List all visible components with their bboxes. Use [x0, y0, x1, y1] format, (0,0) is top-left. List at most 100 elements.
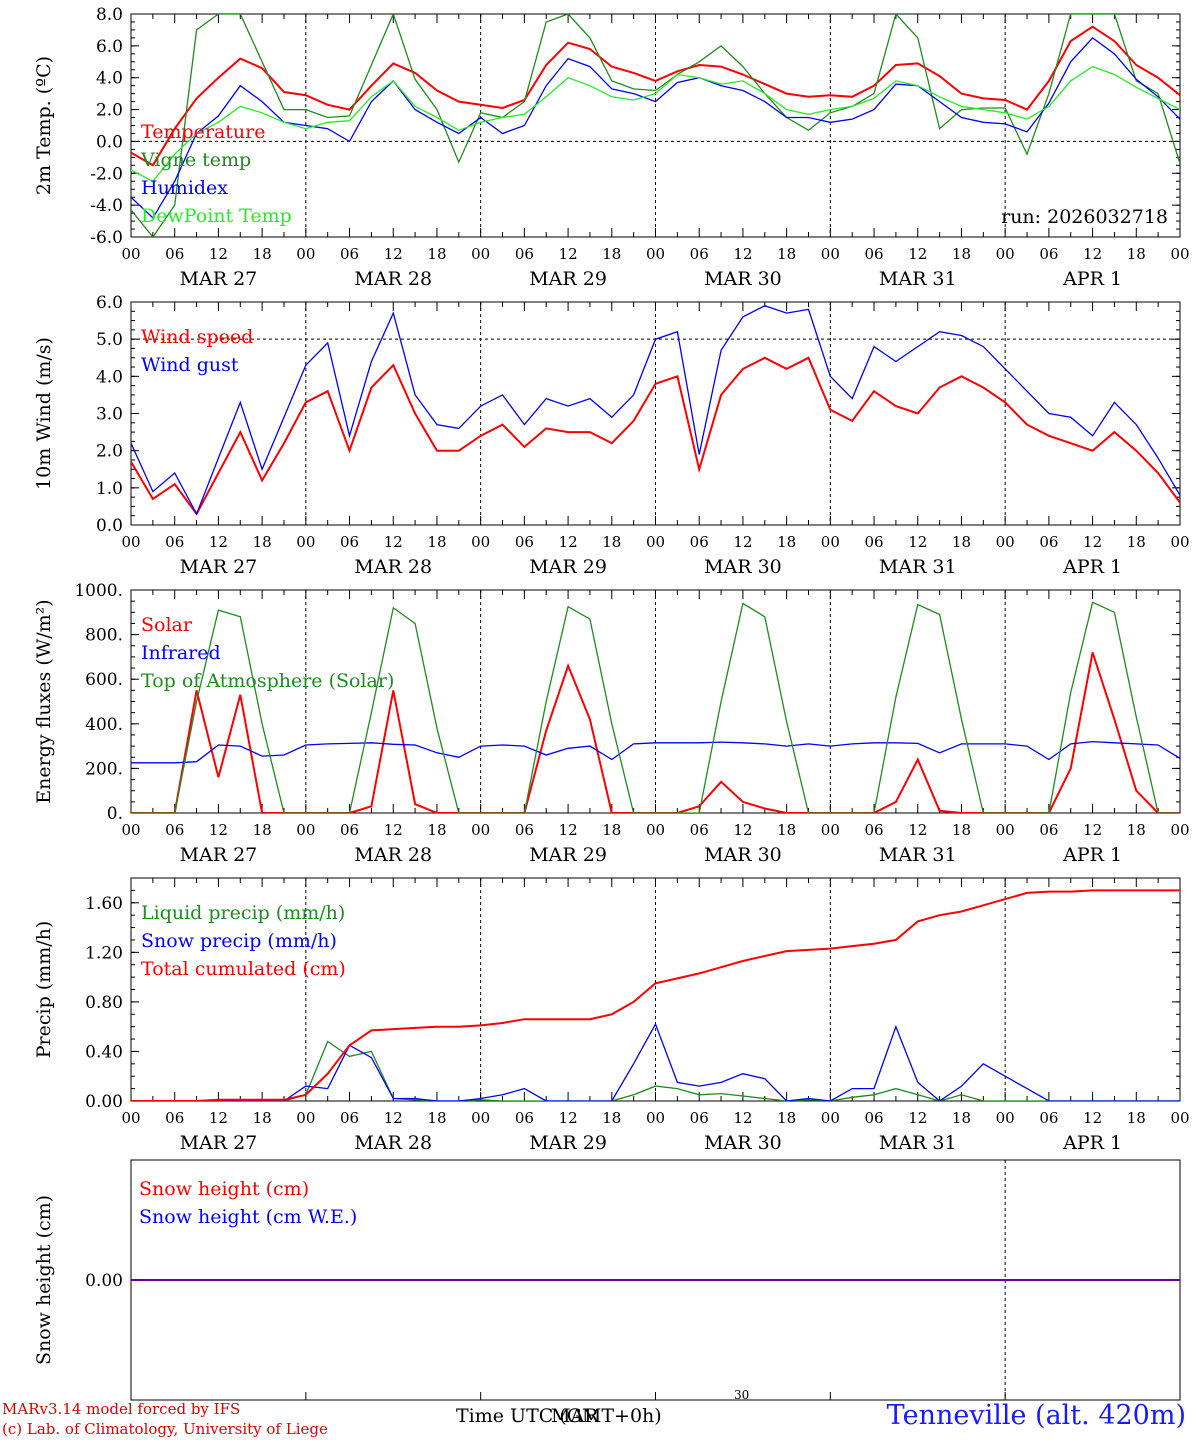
- x-tick-label: 00: [821, 245, 840, 263]
- y-axis-title: 10m Wind (m/s): [33, 337, 55, 490]
- series-line-1: [131, 25, 1180, 167]
- x-tick-label: 00: [471, 245, 490, 263]
- x-tick-label: 00: [1170, 821, 1189, 839]
- day-label: APR 1: [1062, 556, 1122, 578]
- series-line-4: [131, 65, 1180, 183]
- station-title: Tenneville (alt. 420m): [886, 1400, 1186, 1431]
- y-tick-label: 1.0: [96, 479, 123, 499]
- x-tick-label: 12: [209, 245, 228, 263]
- legend-entry: Infrared: [141, 642, 221, 664]
- x-tick-label: 18: [602, 1109, 621, 1127]
- x-tick-label: 18: [1127, 1109, 1146, 1127]
- day-label: MAR 31: [879, 1132, 957, 1154]
- x-tick-label: 06: [864, 1109, 883, 1127]
- y-tick-label: 400.: [85, 715, 123, 735]
- day-label: MAR 30: [704, 268, 782, 290]
- legend-entry: Snow precip (mm/h): [141, 930, 337, 952]
- x-tick-label: 00: [296, 1109, 315, 1127]
- x-tick-label: 18: [952, 533, 971, 551]
- chart-panel-4: 00 06 12 18 00 06 12 18 00 06 12 18 00 06 12 18 00 06 12 18…: [33, 877, 1190, 1154]
- y-tick-label: 0.0: [96, 516, 123, 536]
- x-tick-label: 12: [733, 245, 752, 263]
- x-tick-label: 00: [821, 821, 840, 839]
- x-tick-label: 12: [559, 533, 578, 551]
- day-label: MAR 29: [529, 556, 607, 578]
- y-tick-label: 800.: [85, 626, 123, 646]
- y-tick-label: 0.0: [96, 132, 123, 152]
- y-tick-label: 3.0: [96, 405, 123, 425]
- y-tick-label: 1.60: [85, 894, 123, 914]
- small-label: 30: [734, 1388, 750, 1402]
- plot-frame: [130, 13, 1181, 238]
- x-tick-label: 06: [864, 245, 883, 263]
- x-tick-label: 00: [996, 821, 1015, 839]
- day-label: MAR 27: [180, 844, 258, 866]
- x-tick-label: 18: [427, 1109, 446, 1127]
- day-label: MAR 28: [354, 556, 432, 578]
- series-line-2: [131, 1022, 1180, 1101]
- x-tick-label: 06: [165, 1109, 184, 1127]
- y-tick-label: 0.00: [85, 1271, 123, 1291]
- y-axis-title: Energy fluxes (W/m²): [33, 599, 55, 803]
- lab-credit: (c) Lab. of Climatology, University of L…: [2, 1420, 328, 1438]
- y-tick-label: 4.0: [96, 69, 123, 89]
- x-tick-label: 18: [1127, 821, 1146, 839]
- x-tick-label: 12: [209, 1109, 228, 1127]
- day-label: MAR 29: [529, 844, 607, 866]
- x-tick-label: 12: [1083, 245, 1102, 263]
- x-tick-label: 12: [908, 533, 927, 551]
- x-tick-label: 06: [690, 245, 709, 263]
- chart-panel-2: 00 06 12 18 00 06 12 18 00 06 12 18 00 06 12 18 00 06 12 18…: [33, 293, 1190, 578]
- x-tick-label: 06: [690, 533, 709, 551]
- x-tick-label: 00: [121, 821, 140, 839]
- x-tick-label: 12: [209, 533, 228, 551]
- x-tick-label: 06: [165, 533, 184, 551]
- y-tick-label: 1000.: [74, 581, 123, 601]
- y-tick-label: 1.20: [85, 943, 123, 963]
- x-tick-label: 00: [296, 821, 315, 839]
- x-tick-label: 12: [1083, 533, 1102, 551]
- x-tick-label: 00: [996, 245, 1015, 263]
- x-tick-label: 00: [821, 1109, 840, 1127]
- x-tick-label: 12: [559, 1109, 578, 1127]
- x-tick-label: 18: [427, 245, 446, 263]
- x-tick-label: 00: [471, 821, 490, 839]
- day-label: MAR 28: [354, 1132, 432, 1154]
- x-tick-label: 18: [602, 821, 621, 839]
- series-line-3: [131, 889, 1180, 1101]
- x-tick-label: 18: [253, 1109, 272, 1127]
- x-tick-label: 12: [733, 533, 752, 551]
- x-tick-label: 12: [209, 821, 228, 839]
- x-tick-label: 12: [384, 533, 403, 551]
- y-tick-label: 8.0: [96, 5, 123, 25]
- x-tick-label: 18: [253, 533, 272, 551]
- x-tick-label: 12: [908, 245, 927, 263]
- x-tick-label: 18: [427, 533, 446, 551]
- chart-panel-1: 00 06 12 18 00 06 12 18 00 06 12 18 00 06 12 18 00 06 12 18…: [33, 5, 1190, 290]
- day-label: APR 1: [1062, 268, 1122, 290]
- x-tick-label: 00: [471, 533, 490, 551]
- x-tick-label: 00: [296, 533, 315, 551]
- x-tick-label: 00: [646, 533, 665, 551]
- x-tick-label: 18: [253, 821, 272, 839]
- x-tick-label: 00: [646, 1109, 665, 1127]
- y-tick-label: 600.: [85, 670, 123, 690]
- time-axis-title: Time UTC (GMT+0h): [456, 1405, 662, 1427]
- x-tick-label: 18: [602, 533, 621, 551]
- run-annotation: run: 2026032718: [1001, 206, 1168, 228]
- x-tick-label: 06: [1039, 1109, 1058, 1127]
- chart-panel-5: 0.00 Snow height (cm) Snow height (cm) Snow…: [33, 1159, 1181, 1401]
- legend-entry: Wind gust: [141, 354, 239, 376]
- x-tick-label: 06: [340, 533, 359, 551]
- x-tick-label: 00: [121, 245, 140, 263]
- x-tick-label: 06: [340, 1109, 359, 1127]
- x-tick-label: 18: [952, 821, 971, 839]
- x-tick-label: 12: [384, 245, 403, 263]
- series-line-2: [131, 740, 1180, 764]
- x-tick-label: 18: [1127, 245, 1146, 263]
- x-tick-label: 12: [733, 821, 752, 839]
- y-tick-label: 6.0: [96, 37, 123, 57]
- x-tick-label: 12: [384, 1109, 403, 1127]
- day-label: MAR 29: [529, 1132, 607, 1154]
